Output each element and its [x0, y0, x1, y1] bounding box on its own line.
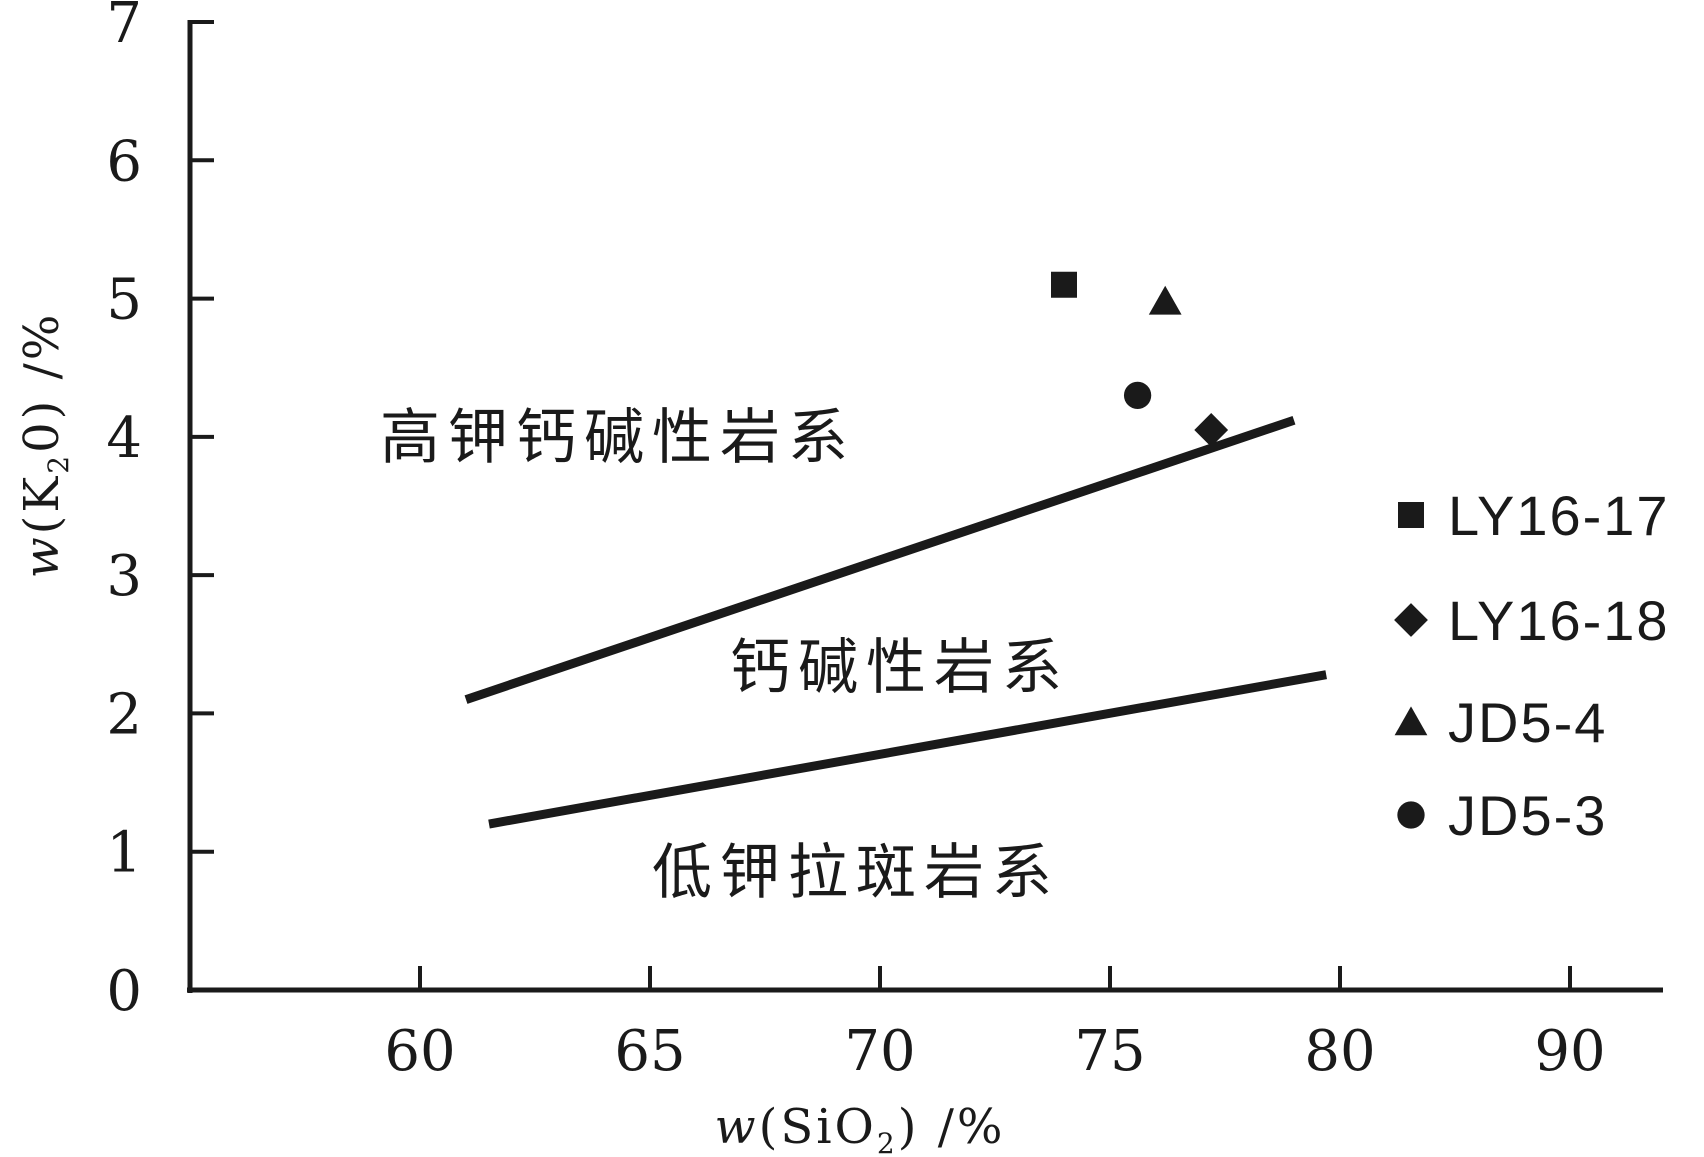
legend-label: JD5-4 [1448, 691, 1607, 754]
legend-marker-diamond [1394, 603, 1428, 637]
region-label: 高钾钙碱性岩系 [380, 403, 856, 473]
boundary-line [488, 670, 1327, 829]
boundary-lines [464, 415, 1327, 829]
y-tick-label: 3 [106, 544, 142, 609]
legend-marker-square [1398, 502, 1424, 528]
x-tick-label: 80 [1304, 1019, 1375, 1084]
x-tick-label: 90 [1534, 1019, 1605, 1084]
ticks: 0 1 2 3 4 5 6 7 60 65 70 75 80 90 [106, 0, 1605, 1084]
boundary-line [464, 415, 1296, 704]
legend: LY16-17 LY16-18 JD5-4 JD5-3 [1394, 484, 1670, 847]
y-tick-label: 2 [106, 682, 142, 747]
y-tick-label: 5 [106, 268, 142, 333]
x-tick-label: 75 [1074, 1019, 1145, 1084]
data-point-diamond [1194, 413, 1229, 447]
data-points [1051, 271, 1229, 447]
data-point-square [1051, 271, 1077, 298]
x-tick-label: 65 [614, 1019, 685, 1084]
legend-marker-triangle [1394, 706, 1428, 736]
data-point-triangle [1148, 285, 1182, 315]
y-axis-title: w(K20) /% [14, 312, 75, 579]
y-tick-label: 7 [106, 0, 142, 56]
legend-label: JD5-3 [1448, 784, 1607, 847]
legend-marker-circle [1397, 801, 1425, 829]
legend-label: LY16-17 [1448, 484, 1670, 547]
axis-titles: w(SiO2) /% w(K20) /% [14, 312, 1006, 1157]
x-axis-title: w(SiO2) /% [715, 1099, 1006, 1157]
y-tick-label: 1 [106, 821, 142, 886]
data-point-circle [1123, 381, 1152, 410]
legend-label: LY16-18 [1448, 589, 1670, 652]
region-label: 低钾拉斑岩系 [652, 838, 1060, 908]
y-tick-label: 6 [106, 129, 142, 194]
region-label: 钙碱性岩系 [730, 633, 1070, 703]
y-tick-label: 0 [106, 959, 142, 1024]
axes [187, 20, 1663, 993]
x-tick-label: 70 [844, 1019, 915, 1084]
y-tick-label: 4 [106, 406, 142, 471]
x-tick-label: 60 [384, 1019, 455, 1084]
